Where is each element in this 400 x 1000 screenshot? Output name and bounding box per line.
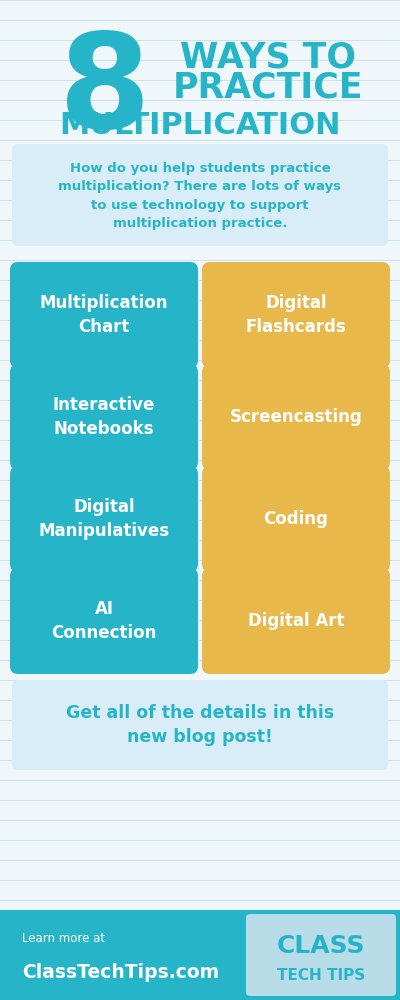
Text: Digital Art: Digital Art [248,612,344,630]
Text: Get all of the details in this
new blog post!: Get all of the details in this new blog … [66,704,334,746]
Text: TECH TIPS: TECH TIPS [277,968,365,982]
FancyBboxPatch shape [0,910,400,1000]
FancyBboxPatch shape [12,144,388,246]
Text: 8: 8 [59,28,151,155]
FancyBboxPatch shape [10,466,198,572]
FancyBboxPatch shape [10,568,198,674]
Text: WAYS TO: WAYS TO [180,41,356,75]
FancyBboxPatch shape [202,262,390,368]
Text: How do you help students practice
multiplication? There are lots of ways
to use : How do you help students practice multip… [58,162,342,230]
Text: Screencasting: Screencasting [230,408,362,426]
Text: MULTIPLICATION: MULTIPLICATION [59,110,341,139]
Text: Interactive
Notebooks: Interactive Notebooks [53,396,155,438]
Text: PRACTICE: PRACTICE [173,71,363,105]
Text: CLASS: CLASS [277,934,365,958]
Text: Digital
Flashcards: Digital Flashcards [246,294,346,336]
Text: Learn more at: Learn more at [22,932,105,944]
FancyBboxPatch shape [202,568,390,674]
FancyBboxPatch shape [10,364,198,470]
Text: Digital
Manipulatives: Digital Manipulatives [38,498,170,540]
FancyBboxPatch shape [246,914,396,996]
Text: Multiplication
Chart: Multiplication Chart [40,294,168,336]
FancyBboxPatch shape [202,466,390,572]
FancyBboxPatch shape [202,364,390,470]
Text: AI
Connection: AI Connection [51,600,157,642]
Text: Coding: Coding [264,510,328,528]
Text: ClassTechTips.com: ClassTechTips.com [22,962,219,982]
FancyBboxPatch shape [10,262,198,368]
FancyBboxPatch shape [12,680,388,770]
